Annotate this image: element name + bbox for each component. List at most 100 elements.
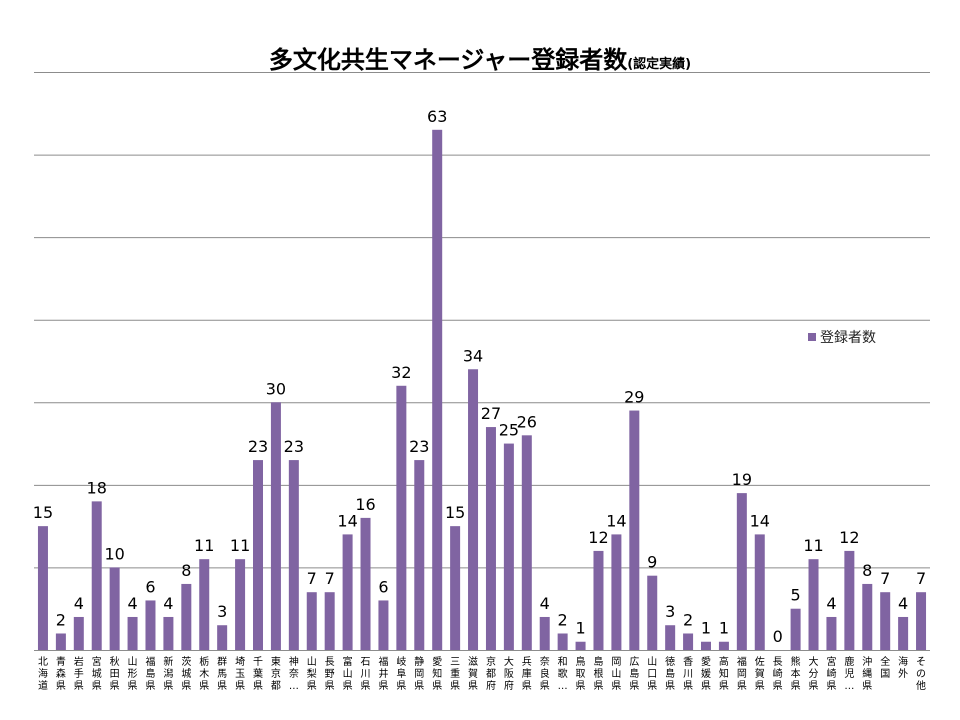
value-label: 14 [750,511,770,530]
category-label: 宮城県 [92,655,102,692]
value-label: 23 [284,437,304,456]
value-label: 26 [517,412,537,431]
category-label: 長崎県 [773,656,783,692]
value-label: 63 [427,107,447,126]
bar [898,616,909,650]
category-label: 徳島県 [665,655,675,692]
category-label: 青森県 [56,655,66,692]
category-label: 岡山県 [611,656,621,692]
category-labels: 北海道青森県岩手県宮城県秋田県山形県福島県新潟県茨城県栃木県群馬県埼玉県千葉県東… [38,655,926,692]
value-label: 4 [74,594,84,613]
value-label: 2 [558,610,568,629]
value-label: 11 [803,536,823,555]
bar [862,583,873,650]
category-label: 鳥取県 [576,655,586,692]
value-label: 7 [307,569,317,588]
legend-label: 登録者数 [820,330,876,346]
bar [701,641,711,650]
bar [37,526,48,650]
category-label: 三重県 [450,657,460,692]
gridlines [34,72,930,569]
legend: 登録者数 [808,327,876,347]
category-label: 千葉県 [253,656,263,692]
bar [503,443,514,650]
category-label: 埼玉県 [235,655,245,692]
category-label: 香川県 [683,656,693,692]
bar [342,534,353,650]
bar [378,600,389,650]
bar [163,616,174,650]
bar [288,460,299,650]
category-label: 岩手県 [74,655,84,692]
bar [217,625,228,650]
bar [808,559,819,650]
value-label: 12 [839,528,859,547]
bar [485,427,496,650]
bar [450,526,461,650]
category-label: 神奈… [289,655,299,692]
value-label: 2 [56,610,66,629]
value-label: 15 [33,503,53,522]
bar [270,402,281,650]
bar [414,460,425,650]
value-label: 8 [181,561,191,580]
value-label: 4 [127,594,137,613]
category-label: 佐賀県 [755,656,765,692]
category-label: 広島県 [629,655,639,692]
value-label: 4 [163,594,173,613]
bar [557,633,568,650]
bar [611,534,622,650]
bars [37,129,927,651]
category-label: 滋賀県 [468,655,478,692]
value-label: 0 [773,627,783,646]
bar [718,641,729,650]
category-label: 静岡県 [414,655,424,692]
bar [916,592,927,650]
value-label: 32 [391,363,411,382]
bar [55,633,66,650]
value-label: 4 [540,594,550,613]
category-label: 東京都 [271,655,281,692]
category-label: 高知県 [719,655,729,692]
value-label: 16 [355,495,375,514]
bar [736,493,747,650]
category-label: 福島県 [145,655,155,692]
value-label: 7 [325,569,335,588]
value-label: 29 [624,388,644,407]
value-label: 14 [337,511,357,530]
bar [575,641,586,650]
chart-title: 多文化共生マネージャー登録者数(認定実績) [268,46,692,74]
value-label: 7 [880,569,890,588]
value-label: 1 [701,619,711,638]
bar [396,385,407,650]
bar [360,517,371,650]
bar [432,129,443,651]
category-label: 島根県 [593,655,603,692]
value-label: 30 [266,379,286,398]
category-label: 奈良県 [540,655,550,692]
value-label: 7 [916,569,926,588]
bar [593,550,604,650]
category-label: 岐阜県 [396,655,406,692]
value-label: 1 [575,619,585,638]
category-label: 和歌… [558,656,568,692]
category-label: 山口県 [647,656,657,692]
bar [109,567,120,650]
category-label: 海外 [898,655,908,680]
value-label: 2 [683,610,693,629]
category-label: 茨城県 [181,655,191,692]
bar [754,534,765,650]
value-label: 11 [230,536,250,555]
bar [647,575,658,650]
value-label: 18 [87,478,107,497]
value-label: 27 [481,404,501,423]
category-label: 福井県 [378,655,388,692]
bar [127,616,138,650]
bar [844,550,855,650]
bar [199,559,210,650]
bar [826,616,837,650]
value-label: 5 [791,586,801,605]
category-label: 京都府 [486,655,496,692]
bar [629,410,640,650]
